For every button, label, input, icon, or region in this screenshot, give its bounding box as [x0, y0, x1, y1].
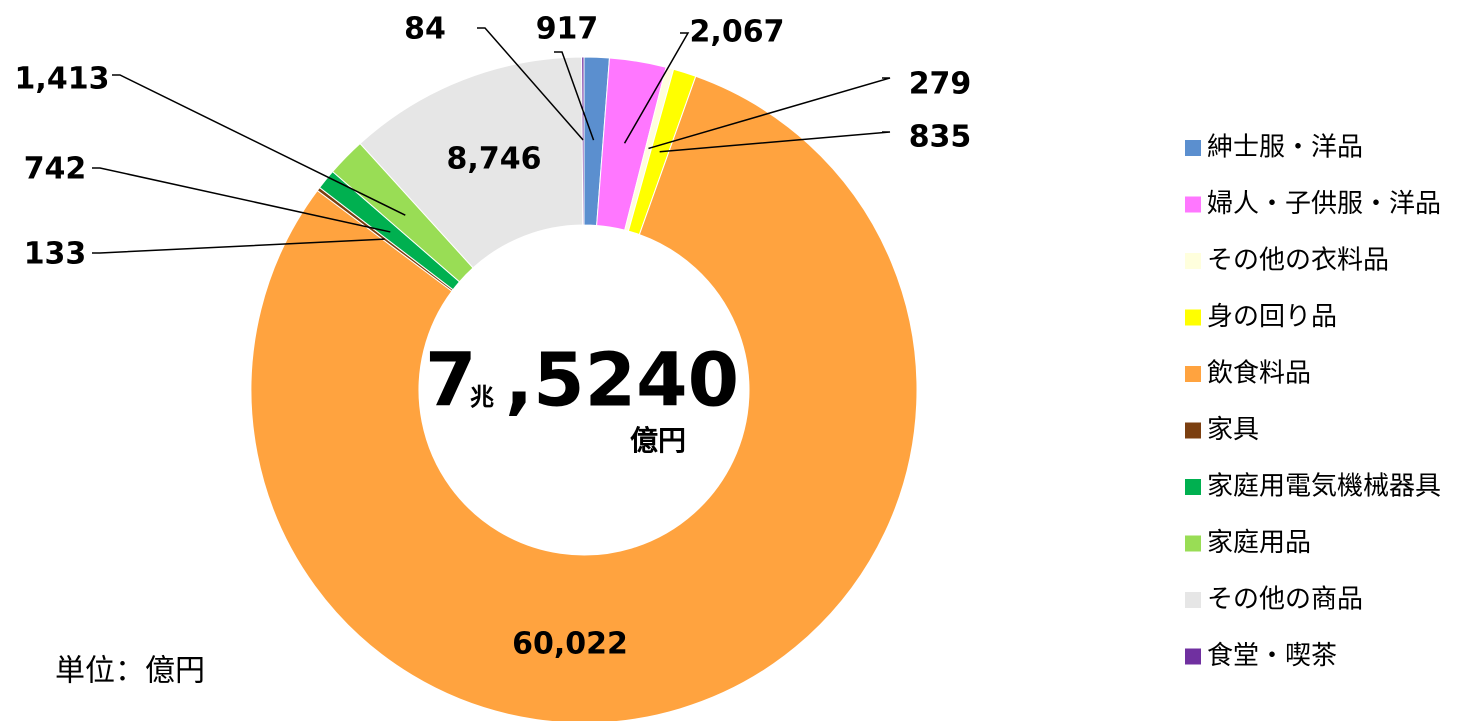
- legend-label: その他の衣料品: [1207, 246, 1389, 276]
- center-unit: 億円: [630, 424, 686, 457]
- leader-line: [623, 32, 690, 144]
- center-number: 7: [425, 338, 477, 424]
- legend-label: 飲食料品: [1207, 359, 1311, 389]
- legend-swatch: [1185, 422, 1201, 439]
- legend-label: 食堂・喫茶: [1207, 641, 1337, 671]
- data-label: 742: [24, 152, 87, 187]
- leader-line: [92, 167, 391, 233]
- slice: [250, 75, 918, 721]
- leader-line: [659, 131, 891, 153]
- legend-swatch: [1185, 253, 1201, 269]
- legend: 紳士服・洋品婦人・子供服・洋品その他の衣料品身の回り品飲食料品家具家庭用電気機械…: [1185, 133, 1441, 671]
- legend-swatch: [1185, 309, 1201, 326]
- data-label: 279: [909, 67, 972, 102]
- leader-line: [477, 27, 584, 141]
- data-label: 2,067: [690, 15, 785, 50]
- legend-swatch: [1185, 648, 1201, 665]
- legend-swatch: [1185, 479, 1201, 495]
- labels: 917 2,067 279 835 60,022 133 742 1,413 8,746 84: [15, 12, 972, 662]
- data-label: 835: [909, 120, 972, 155]
- data-label: 60,022: [512, 627, 628, 662]
- legend-label: 婦人・子供服・洋品: [1207, 189, 1441, 219]
- donut: [250, 56, 918, 721]
- data-label: 8,746: [447, 142, 542, 177]
- legend-label: 家具: [1207, 415, 1259, 445]
- legend-swatch: [1185, 366, 1201, 382]
- legend-swatch: [1185, 535, 1201, 552]
- leader-line: [112, 74, 406, 216]
- legend-label: その他の商品: [1207, 585, 1363, 615]
- center-number: ,5240: [505, 338, 739, 424]
- data-label: 917: [536, 12, 599, 47]
- center-unit: 兆: [470, 383, 494, 411]
- legend-label: 身の回り品: [1207, 302, 1337, 332]
- legend-label: 紳士服・洋品: [1207, 133, 1363, 163]
- legend-swatch: [1185, 140, 1201, 156]
- legend-swatch: [1185, 592, 1201, 608]
- leader-line: [92, 238, 385, 254]
- slice: [581, 56, 585, 226]
- legend-label: 家庭用電気機械器具: [1207, 472, 1441, 502]
- data-label: 84: [404, 12, 446, 47]
- leader-line: [648, 77, 891, 150]
- legend-swatch: [1185, 196, 1201, 213]
- note: 単位：億円: [55, 654, 205, 689]
- leader-line: [554, 51, 595, 141]
- legend-label: 家庭用品: [1207, 528, 1311, 558]
- data-label: 1,413: [15, 62, 110, 97]
- data-label: 133: [24, 237, 87, 272]
